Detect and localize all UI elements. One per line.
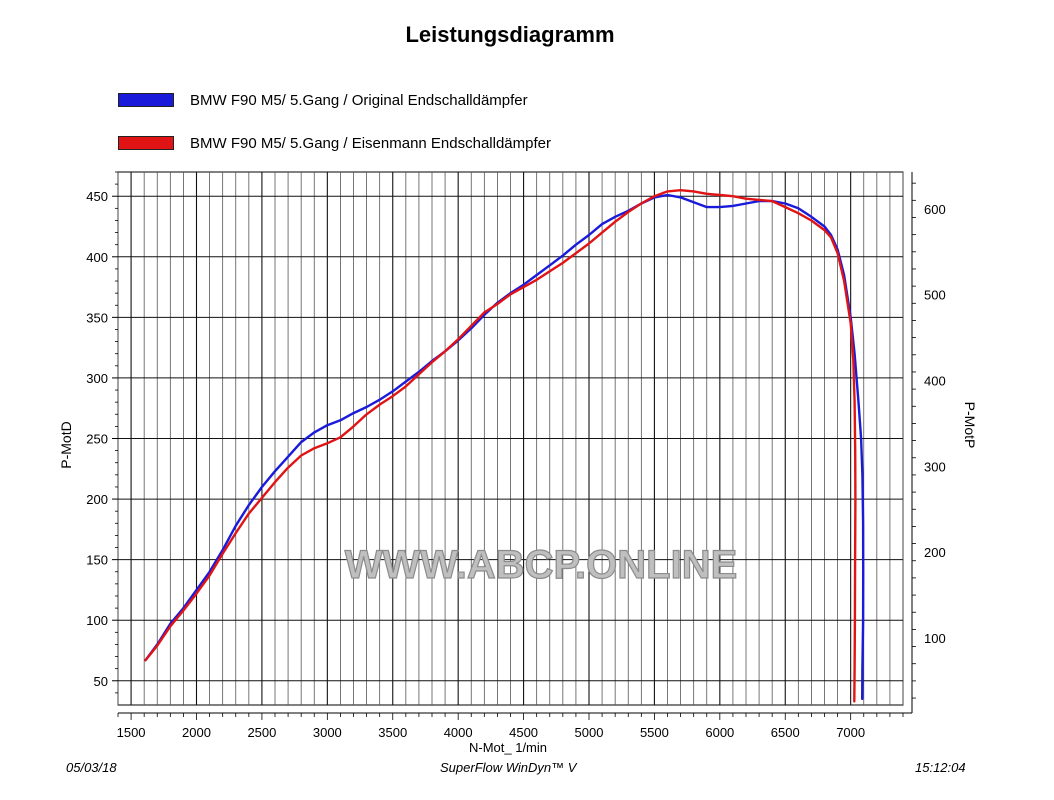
y-axis-right-label: P-MotP xyxy=(962,401,978,449)
x-tick-label: 6500 xyxy=(771,725,800,740)
footer-date: 05/03/18 xyxy=(66,760,117,775)
legend-item-original: BMW F90 M5/ 5.Gang / Original Endschalld… xyxy=(118,90,528,110)
y-right-tick-label: 200 xyxy=(924,545,946,560)
x-tick-label: 7000 xyxy=(836,725,865,740)
y-right-tick-label: 100 xyxy=(924,631,946,646)
x-tick-label: 5000 xyxy=(575,725,604,740)
y-left-tick-label: 100 xyxy=(86,613,108,628)
x-tick-label: 4500 xyxy=(509,725,538,740)
series-line-eisenmann xyxy=(144,189,857,703)
y-right-tick-label: 400 xyxy=(924,374,946,389)
x-tick-label: 6000 xyxy=(705,725,734,740)
footer-software: SuperFlow WinDyn™ V xyxy=(440,760,577,775)
x-tick-label: 2500 xyxy=(247,725,276,740)
legend-label-original: BMW F90 M5/ 5.Gang / Original Endschalld… xyxy=(190,91,528,109)
legend-item-eisenmann: BMW F90 M5/ 5.Gang / Eisenmann Endschall… xyxy=(118,133,551,153)
watermark: WWW.ABCP.ONLINE xyxy=(345,543,738,587)
y-right-tick-label: 300 xyxy=(924,459,946,474)
y-left-tick-label: 400 xyxy=(86,250,108,265)
x-tick-label: 3500 xyxy=(378,725,407,740)
y-axis-left-label: P-MotD xyxy=(58,421,74,469)
y-right-tick-label: 500 xyxy=(924,288,946,303)
x-tick-label: 3000 xyxy=(313,725,342,740)
y-left-tick-label: 50 xyxy=(94,674,108,689)
y-left-tick-label: 250 xyxy=(86,432,108,447)
x-tick-label: 1500 xyxy=(117,725,146,740)
x-tick-label: 4000 xyxy=(444,725,473,740)
legend-label-eisenmann: BMW F90 M5/ 5.Gang / Eisenmann Endschall… xyxy=(190,134,551,152)
legend-swatch-red xyxy=(118,136,174,150)
y-left-tick-label: 350 xyxy=(86,310,108,325)
y-left-tick-label: 450 xyxy=(86,189,108,204)
y-left-tick-label: 150 xyxy=(86,553,108,568)
y-left-tick-label: 300 xyxy=(86,371,108,386)
chart-title: Leistungsdiagramm xyxy=(405,22,615,47)
y-right-tick-label: 600 xyxy=(924,202,946,217)
y-left-tick-label: 200 xyxy=(86,492,108,507)
x-tick-label: 2000 xyxy=(182,725,211,740)
x-tick-label: 5500 xyxy=(640,725,669,740)
legend-swatch-blue xyxy=(118,93,174,107)
x-axis-label: N-Mot_ 1/min xyxy=(469,740,547,755)
footer-time: 15:12:04 xyxy=(915,760,966,775)
